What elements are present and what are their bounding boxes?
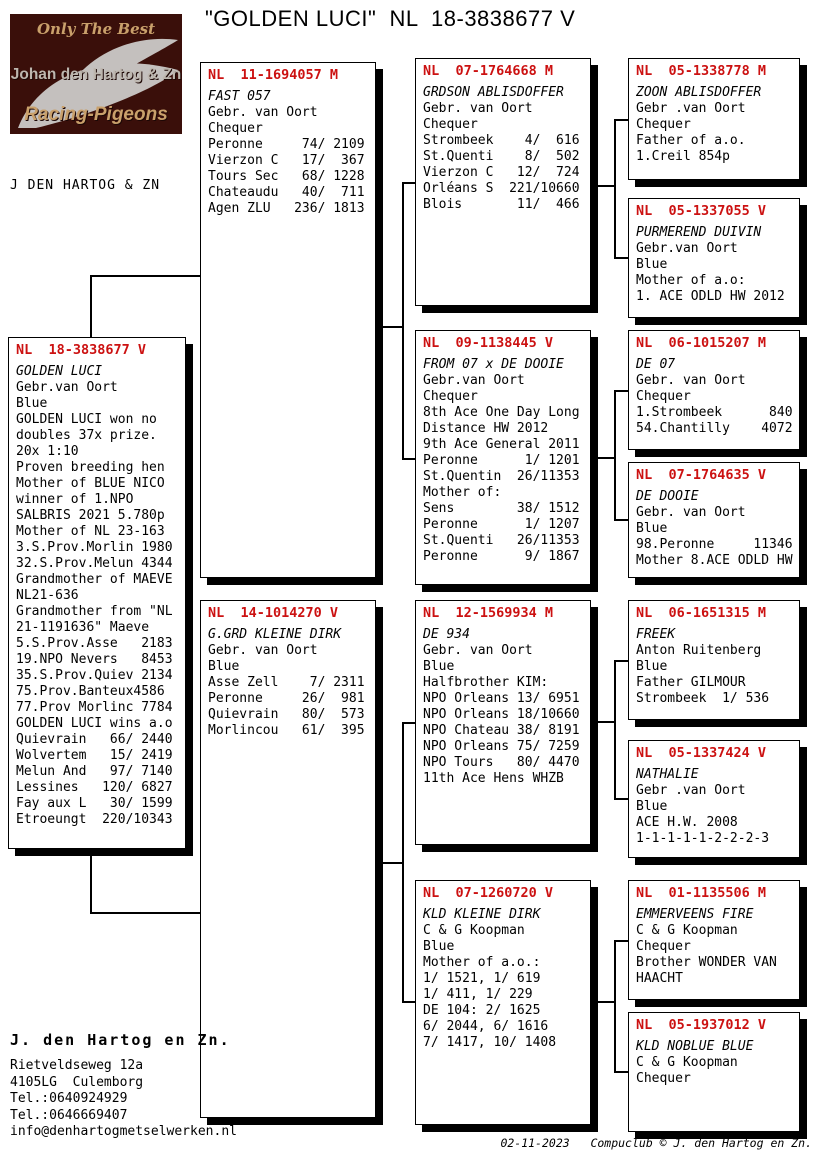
connector-line (614, 390, 616, 521)
connector-line (614, 1071, 628, 1073)
connector-line (402, 182, 404, 460)
pedigree-box-grandmother-maternal: NL 07-1260720 V KLD KLEINE DIRK C & G Ko… (415, 880, 591, 1125)
pigeon-name: NATHALIE (636, 767, 699, 782)
pigeon-name: FROM 07 x DE DOOIE (423, 357, 564, 372)
ring-number: NL 05-1338778 M (636, 63, 767, 79)
pedigree-box-great-grandparent-2: NL 05-1337055 V PURMEREND DUIVIN Gebr.va… (628, 198, 800, 318)
connector-line (402, 722, 415, 724)
connector-line (614, 390, 628, 392)
pigeon-name: KLD NOBLUE BLUE (636, 1039, 754, 1054)
pigeon-name: GOLDEN LUCI (16, 364, 103, 379)
pigeon-name: EMMERVEENS FIRE (636, 907, 754, 922)
connector-line (376, 326, 404, 328)
pigeon-details: Gebr. van Oort Chequer Peronne 74/ 2109 … (208, 105, 365, 216)
connector-line (90, 275, 200, 277)
ring-number: NL 06-1651315 M (636, 605, 767, 621)
pigeon-details: Gebr. van Oort Chequer Strombeek 4/ 616 … (423, 101, 580, 212)
pigeon-details: C & G Koopman Chequer (636, 1055, 738, 1086)
pedigree-box-grandfather-maternal: NL 12-1569934 M DE 934 Gebr. van Oort Bl… (415, 600, 591, 845)
pedigree-box-great-grandparent-4: NL 07-1764635 V DE DOOIE Gebr. van Oort … (628, 462, 800, 578)
connector-line (614, 798, 628, 800)
pigeon-details: Anton Ruitenberg Blue Father GILMOUR Str… (636, 643, 770, 706)
connector-line (614, 660, 628, 662)
loft-logo: Only The Best Johan den Hartog & Zn Raci… (10, 14, 182, 134)
connector-line (402, 458, 415, 460)
connector-line (591, 1001, 616, 1003)
ring-number: NL 14-1014270 V (208, 605, 339, 621)
ring-number: NL 09-1138445 V (423, 335, 554, 351)
footer-note: 02-11-2023 Compuclub © J. den Hartog en … (500, 1136, 812, 1150)
connector-line (402, 182, 415, 184)
connector-line (591, 185, 616, 187)
connector-line (614, 940, 616, 1073)
ring-number: NL 01-1135506 M (636, 885, 767, 901)
connector-line (402, 1001, 415, 1003)
pigeon-name: DE DOOIE (636, 489, 699, 504)
connector-line (614, 119, 628, 121)
ring-number: NL 06-1015207 M (636, 335, 767, 351)
connector-line (90, 851, 92, 914)
pedigree-box-great-grandparent-5: NL 06-1651315 M FREEK Anton Ruitenberg B… (628, 600, 800, 720)
wing-swoosh-icon (18, 38, 178, 128)
pigeon-details: Gebr. van Oort Blue 98.Peronne 11346 Mot… (636, 505, 793, 568)
logo-slogan: Only The Best (36, 20, 156, 38)
pigeon-name: DE 07 (636, 357, 676, 372)
pedigree-box-father: NL 11-1694057 M FAST 057 Gebr. van Oort … (200, 62, 376, 578)
pedigree-box-grandmother-paternal: NL 09-1138445 V FROM 07 x DE DOOIE Gebr.… (415, 330, 591, 585)
pigeon-name: KLD KLEINE DIRK (423, 907, 541, 922)
pigeon-details: Gebr. van Oort Blue Asse Zell 7/ 2311 Pe… (208, 643, 365, 738)
pigeon-details: Gebr.van Oort Blue Mother of a.o: 1. ACE… (636, 241, 785, 304)
pedigree-box-great-grandparent-8: NL 05-1937012 V KLD NOBLUE BLUE C & G Ko… (628, 1012, 800, 1132)
pigeon-details: C & G Koopman Blue Mother of a.o.: 1/ 15… (423, 923, 557, 1050)
pigeon-details: Gebr .van Oort Chequer Father of a.o. 1.… (636, 101, 746, 164)
pigeon-name: FREEK (636, 627, 676, 642)
logo-loft-name: Johan den Hartog & Zn (10, 66, 182, 83)
pigeon-name: FAST 057 (208, 89, 271, 104)
pigeon-name: PURMEREND DUIVIN (636, 225, 762, 240)
pigeon-name: DE 934 (423, 627, 470, 642)
pigeon-name: ZOON ABLISDOFFER (636, 85, 762, 100)
pigeon-details: C & G Koopman Chequer Brother WONDER VAN… (636, 923, 777, 986)
pedigree-box-great-grandparent-7: NL 01-1135506 M EMMERVEENS FIRE C & G Ko… (628, 880, 800, 1000)
connector-line (614, 519, 628, 521)
connector-line (90, 275, 92, 338)
connector-line (614, 119, 616, 259)
pedigree-box-mother: NL 14-1014270 V G.GRD KLEINE DIRK Gebr. … (200, 600, 376, 1118)
connector-line (402, 722, 404, 1003)
pigeon-details: Gebr. van Oort Blue Halfbrother KIM: NPO… (423, 643, 580, 786)
ring-number: NL 07-1764635 V (636, 467, 767, 483)
pedigree-box-great-grandparent-3: NL 06-1015207 M DE 07 Gebr. van Oort Che… (628, 330, 800, 450)
connector-line (614, 940, 628, 942)
connector-line (591, 721, 616, 723)
ring-number: NL 07-1260720 V (423, 885, 554, 901)
pigeon-details: Gebr.van Oort Chequer 8th Ace One Day Lo… (423, 373, 580, 564)
pigeon-details: Gebr. van Oort Chequer 1.Strombeek 840 5… (636, 373, 793, 436)
pigeon-name: GRDSON ABLISDOFFER (423, 85, 564, 100)
connector-line (614, 660, 616, 800)
pigeon-details: Gebr .van Oort Blue ACE H.W. 2008 1-1-1-… (636, 783, 770, 846)
ring-number: NL 12-1569934 M (423, 605, 554, 621)
page-title: "GOLDEN LUCI" NL 18-3838677 V (205, 6, 576, 31)
connector-line (614, 257, 628, 259)
owner-label: J DEN HARTOG & ZN (10, 178, 161, 193)
ring-number: NL 05-1937012 V (636, 1017, 767, 1033)
logo-racing-pigeons: Racing-Pigeons (24, 104, 168, 125)
pedigree-box-subject: NL 18-3838677 V GOLDEN LUCI Gebr.van Oor… (8, 337, 186, 849)
ring-number: NL 18-3838677 V (16, 342, 147, 358)
contact-name: J. den Hartog en Zn. (10, 1031, 231, 1049)
pedigree-box-grandfather-paternal: NL 07-1764668 M GRDSON ABLISDOFFER Gebr.… (415, 58, 591, 306)
pedigree-box-great-grandparent-1: NL 05-1338778 M ZOON ABLISDOFFER Gebr .v… (628, 58, 800, 180)
connector-line (90, 912, 200, 914)
ring-number: NL 11-1694057 M (208, 67, 339, 83)
connector-line (376, 862, 404, 864)
pedigree-box-great-grandparent-6: NL 05-1337424 V NATHALIE Gebr .van Oort … (628, 740, 800, 858)
ring-number: NL 07-1764668 M (423, 63, 554, 79)
pigeon-details: Gebr.van Oort Blue GOLDEN LUCI won no do… (16, 380, 173, 827)
ring-number: NL 05-1337055 V (636, 203, 767, 219)
connector-line (591, 457, 616, 459)
ring-number: NL 05-1337424 V (636, 745, 767, 761)
contact-details: Rietveldseweg 12a 4105LG Culemborg Tel.:… (10, 1058, 237, 1139)
pigeon-name: G.GRD KLEINE DIRK (208, 627, 342, 642)
